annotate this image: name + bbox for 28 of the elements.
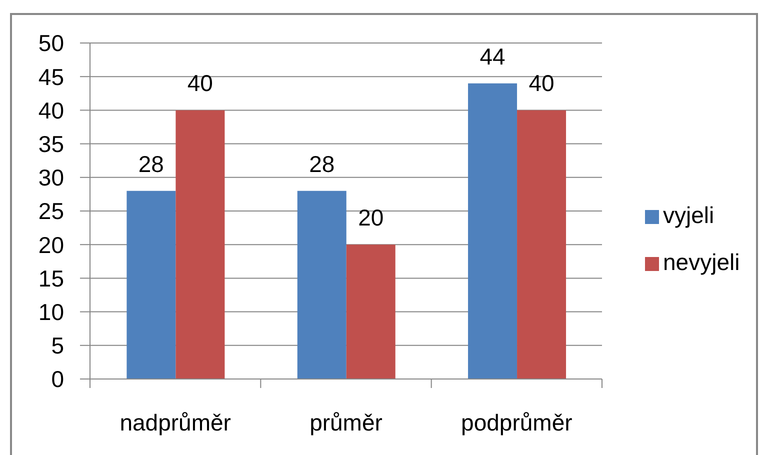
data-label: 28 <box>138 150 164 177</box>
bar <box>468 83 518 379</box>
bar <box>517 110 566 379</box>
bar <box>297 190 346 379</box>
y-tick-label: 0 <box>51 366 64 392</box>
y-tick-label: 35 <box>38 130 64 157</box>
x-tick-label: průměr <box>310 409 383 436</box>
x-tick-label: podprůměr <box>461 409 573 436</box>
x-tick-label: nadprůměr <box>120 409 232 436</box>
legend-label: vyjeli <box>663 202 714 228</box>
y-tick-label: 50 <box>38 30 64 56</box>
y-tick-label: 5 <box>51 332 64 359</box>
data-label: 28 <box>309 150 335 177</box>
y-tick-label: 25 <box>38 198 64 224</box>
data-label: 40 <box>187 70 213 96</box>
bar <box>346 244 396 379</box>
y-tick-label: 30 <box>38 164 64 191</box>
y-tick-label: 10 <box>38 298 64 325</box>
y-tick-label: 45 <box>38 64 64 90</box>
y-tick-label: 20 <box>38 232 64 258</box>
data-label: 20 <box>358 204 384 231</box>
y-tick-label: 15 <box>38 265 64 292</box>
bar <box>126 190 176 379</box>
legend-label: nevyjeli <box>663 249 740 275</box>
data-label: 44 <box>480 43 506 70</box>
data-label: 40 <box>528 70 554 96</box>
y-tick-label: 40 <box>38 97 64 124</box>
bar <box>176 110 225 379</box>
